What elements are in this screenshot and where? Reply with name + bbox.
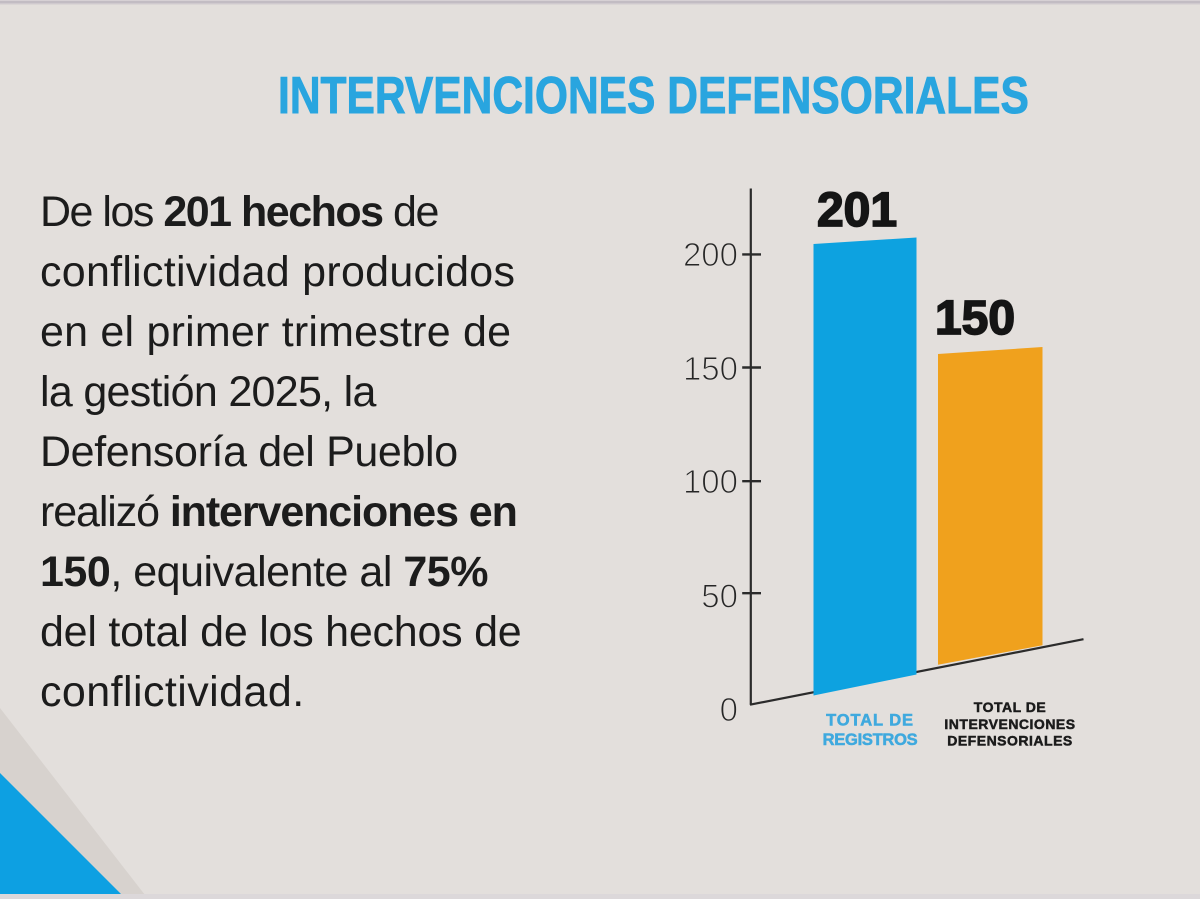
svg-text:150: 150 [935, 292, 1015, 345]
svg-text:150: 150 [683, 350, 738, 387]
svg-text:TOTAL DE: TOTAL DE [826, 711, 914, 729]
svg-text:50: 50 [701, 578, 738, 615]
svg-text:100: 100 [683, 463, 738, 500]
svg-text:DEFENSORIALES: DEFENSORIALES [947, 733, 1073, 749]
svg-text:201: 201 [817, 184, 897, 237]
svg-text:INTERVENCIONES: INTERVENCIONES [944, 716, 1075, 732]
svg-text:TOTAL DE: TOTAL DE [974, 699, 1046, 715]
svg-text:0: 0 [720, 691, 738, 728]
svg-text:200: 200 [683, 236, 738, 273]
svg-text:REGISTROS: REGISTROS [823, 731, 918, 749]
